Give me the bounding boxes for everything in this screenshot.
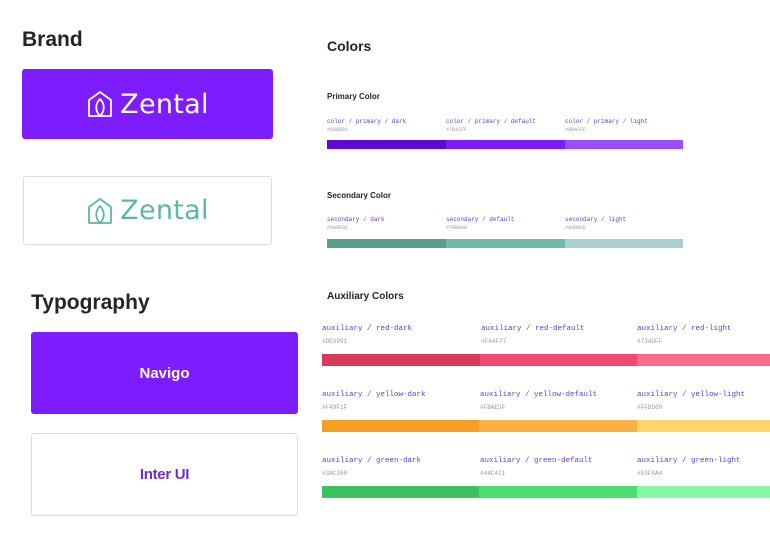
primary-color-title: Primary Color [327, 92, 380, 101]
swatch-label: auxiliary / yellow-light [637, 391, 746, 399]
swatch-label: auxiliary / red-light [637, 325, 732, 333]
font-name: Inter UI [139, 466, 190, 483]
brand-logo-wordmark: Zental [120, 195, 209, 226]
color-swatch [322, 354, 480, 366]
color-swatch [327, 140, 446, 149]
swatch-hex: #734DFF [637, 338, 663, 345]
brand-logo-wordmark: Zental [120, 88, 209, 120]
color-swatch [446, 239, 565, 248]
swatch-hex: #83F8A4 [637, 470, 663, 477]
color-swatch [637, 486, 770, 498]
swatch-hex: #5A9E8C [327, 225, 349, 231]
swatch-hex: #600D01 [327, 127, 349, 133]
brand-logo-card-purple: Zental [22, 69, 273, 139]
swatch-hex: #A9D0CE [565, 225, 587, 231]
color-swatch [446, 140, 565, 149]
swatch-hex: #3AC260 [322, 470, 348, 477]
swatch-hex: #FFD569 [637, 404, 663, 411]
color-swatch [565, 239, 683, 248]
secondary-color-bar [327, 239, 683, 248]
swatch-label: auxiliary / red-dark [322, 325, 413, 333]
swatch-label: auxiliary / green-dark [322, 457, 422, 465]
swatch-label: auxiliary / green-light [637, 457, 741, 465]
color-swatch [322, 420, 479, 432]
color-swatch [565, 140, 683, 149]
color-swatch [322, 486, 479, 498]
swatch-hex: #44C471 [480, 470, 506, 477]
swatch-label: secondary / dark [327, 216, 385, 223]
swatch-hex: #DE3901 [322, 338, 348, 345]
primary-color-bar [327, 140, 683, 149]
brand-logo-card-white: Zental [23, 176, 272, 245]
zental-logo-icon [88, 197, 113, 224]
swatch-label: color / primary / dark [327, 118, 407, 125]
secondary-color-title: Secondary Color [327, 191, 392, 200]
auxiliary-yellow-bar [322, 420, 770, 432]
swatch-label: auxiliary / yellow-dark [322, 391, 426, 399]
brand-heading: Brand [22, 28, 83, 51]
swatch-label: auxiliary / yellow-default [480, 391, 598, 399]
font-card-inter: Inter UI [31, 433, 298, 516]
swatch-label: secondary / default [446, 216, 515, 223]
font-name: Navigo [139, 364, 190, 382]
auxiliary-colors-title: Auxiliary Colors [327, 291, 404, 302]
swatch-hex: #70BAA9 [446, 225, 468, 231]
swatch-hex: #F64F77 [481, 338, 507, 345]
swatch-label: secondary / light [565, 216, 627, 223]
swatch-label: auxiliary / red-default [481, 325, 585, 333]
swatch-hex: #F49F1F [322, 404, 348, 411]
color-swatch [327, 239, 446, 248]
swatch-hex: #7B1CFF [446, 127, 468, 133]
typography-heading: Typography [31, 291, 150, 314]
font-card-navigo: Navigo [31, 332, 298, 414]
swatch-hex: #9B4CFF [565, 127, 587, 133]
swatch-label: color / primary / default [446, 118, 537, 125]
color-swatch [480, 354, 637, 366]
auxiliary-green-bar [322, 486, 770, 498]
color-swatch [637, 420, 770, 432]
zental-logo-icon [88, 91, 113, 117]
swatch-hex: #FBAE3F [480, 404, 506, 411]
colors-heading: Colors [327, 38, 372, 54]
swatch-label: color / primary / light [565, 118, 648, 125]
color-swatch [479, 420, 637, 432]
swatch-label: auxiliary / green-default [480, 457, 593, 465]
color-swatch [637, 354, 770, 366]
auxiliary-red-bar [322, 354, 770, 366]
color-swatch [479, 486, 637, 498]
